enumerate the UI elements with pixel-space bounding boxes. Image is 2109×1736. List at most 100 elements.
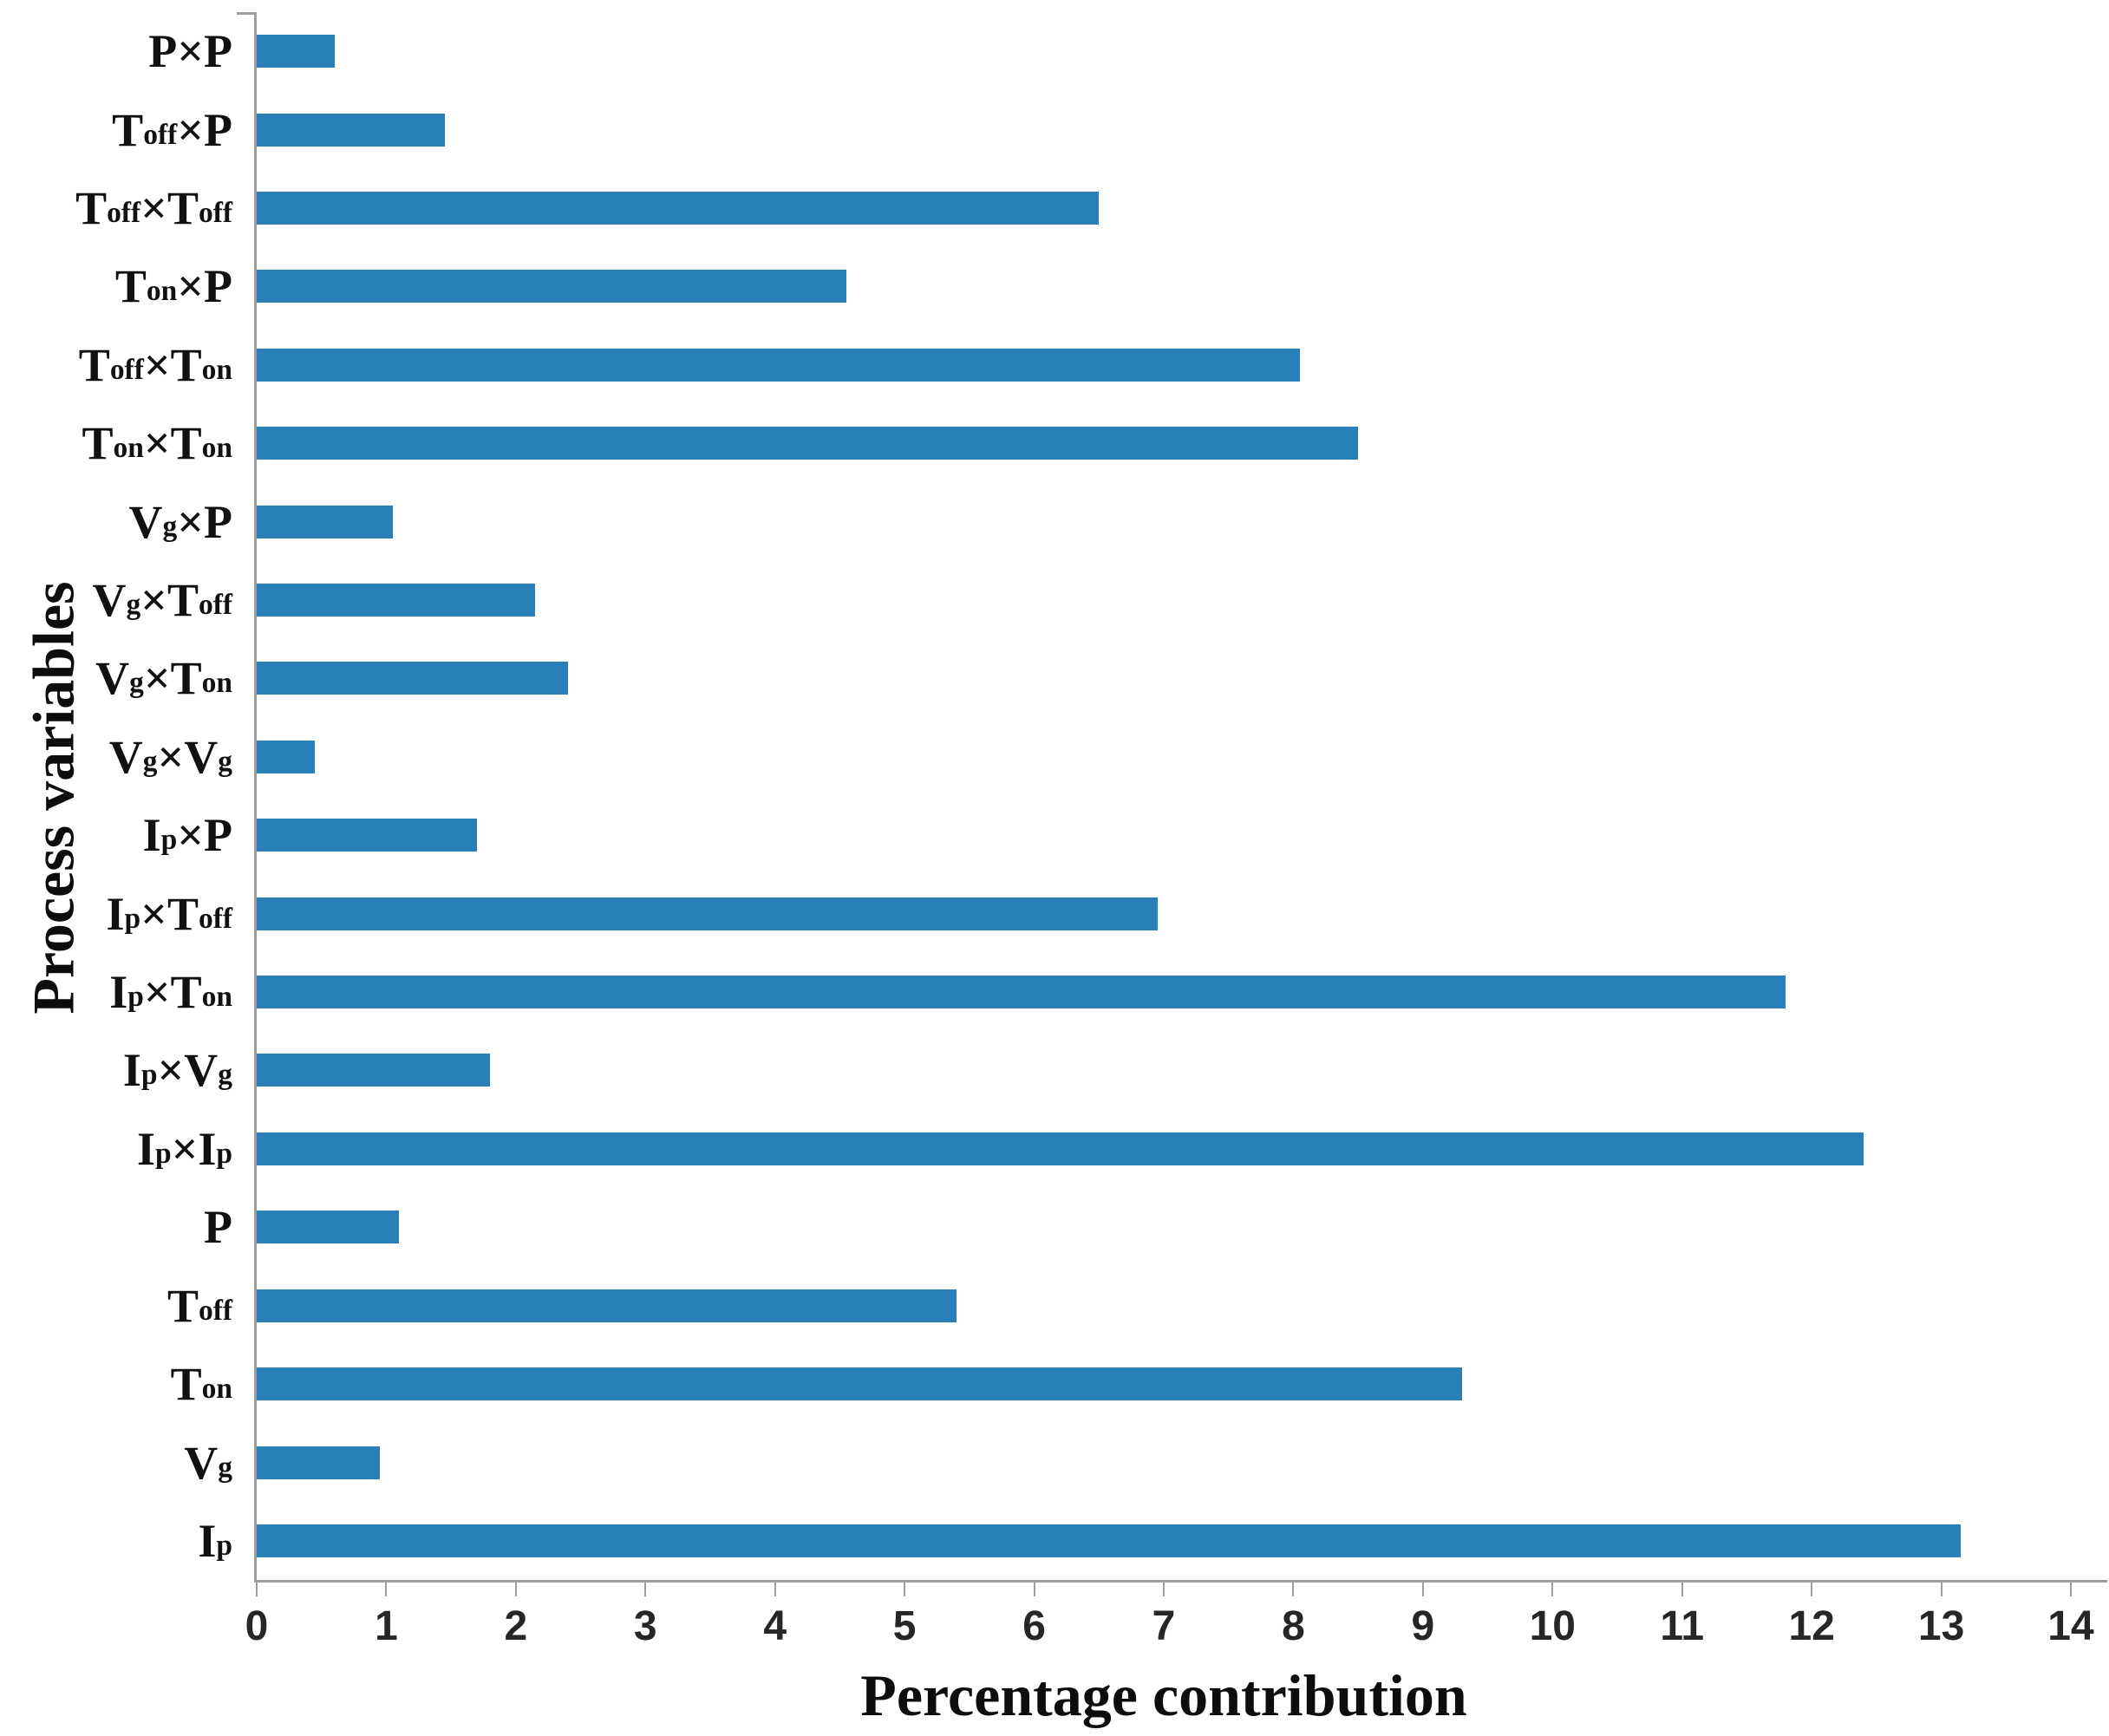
category-label-text: ×T	[140, 182, 199, 235]
chart-row	[257, 1502, 2071, 1580]
category-label-text: ×P	[177, 260, 232, 313]
x-tick-label: 4	[763, 1603, 787, 1649]
category-label-text: I	[106, 887, 125, 940]
category-label-text: V	[128, 495, 163, 548]
chart-row	[257, 247, 2071, 325]
chart-bar	[257, 35, 335, 69]
chart-bar	[257, 348, 1300, 382]
x-tick-label: 14	[2047, 1603, 2094, 1649]
y-axis-title: Process variables	[20, 581, 87, 1015]
category-label-text: T	[112, 103, 144, 156]
x-axis-tick-labels: 0 1 2 3 4 5 6 7 8 9 10 11 12 13 14	[245, 1603, 2094, 1658]
category-label-text: ×I	[171, 1122, 217, 1175]
chart-bar	[257, 897, 1158, 930]
chart-row	[257, 796, 2071, 874]
x-tick-label: 11	[1660, 1603, 1705, 1649]
x-tick-label: 2	[504, 1603, 528, 1649]
category-label-text: I	[142, 809, 161, 862]
chart-row	[257, 1267, 2071, 1345]
category-label-text: ×T	[140, 574, 199, 627]
y-axis-top-tick	[237, 12, 254, 15]
chart-row	[257, 639, 2071, 717]
chart-bar	[257, 584, 536, 617]
x-tick-label: 7	[1152, 1603, 1176, 1649]
x-tick-mark	[256, 1583, 258, 1596]
chart-bar	[257, 819, 478, 852]
x-tick-label: 12	[1788, 1603, 1835, 1649]
category-label-text: T	[166, 1279, 199, 1332]
chart-bar	[257, 1211, 400, 1244]
chart-row	[257, 1345, 2071, 1423]
category-label-text: ×T	[143, 417, 202, 470]
chart-bar	[257, 270, 846, 303]
x-axis-ticks	[256, 1583, 2072, 1598]
x-tick-mark	[1551, 1583, 1554, 1596]
category-label-text: T	[82, 417, 114, 470]
category-label-text: ×T	[140, 887, 199, 940]
chart-bar	[257, 1289, 957, 1322]
x-tick-mark	[1033, 1583, 1035, 1596]
x-tick-mark	[2070, 1583, 2072, 1596]
x-tick-label: 8	[1282, 1603, 1305, 1649]
chart-row	[257, 1031, 2071, 1109]
chart-row	[257, 169, 2071, 247]
x-tick-mark	[904, 1583, 906, 1596]
x-tick-mark	[385, 1583, 388, 1596]
x-tick-mark	[1940, 1583, 1942, 1596]
category-label-text: T	[114, 260, 147, 313]
category-label-text: I	[198, 1514, 217, 1567]
x-tick-mark	[1163, 1583, 1165, 1596]
x-tick-mark	[1811, 1583, 1813, 1596]
category-label-text: ×T	[143, 338, 202, 391]
x-tick-label: 0	[245, 1603, 269, 1649]
chart-bar	[257, 1524, 1961, 1557]
chart-row	[257, 718, 2071, 796]
plot-rows	[257, 12, 2071, 1580]
category-label-text: ×P	[177, 809, 232, 862]
category-label: P	[0, 1188, 245, 1266]
chart-bar	[257, 1446, 380, 1479]
chart-row	[257, 90, 2071, 168]
category-label-text: ×T	[143, 652, 202, 705]
chart-row	[257, 953, 2071, 1031]
chart-bar	[257, 976, 1786, 1009]
category-label-text: ×P	[177, 495, 232, 548]
chart-bar	[257, 192, 1100, 225]
category-label-text: ×V	[157, 1044, 219, 1097]
x-tick-mark	[644, 1583, 647, 1596]
chart-row	[257, 482, 2071, 560]
x-tick-mark	[1681, 1583, 1683, 1596]
chart-row	[257, 1110, 2071, 1188]
x-tick-label: 1	[375, 1603, 398, 1649]
chart-bar	[257, 740, 316, 773]
x-axis-title: Percentage contribution	[860, 1662, 1467, 1728]
category-label-text: T	[170, 1358, 202, 1411]
category-label: P×P	[0, 12, 245, 90]
chart-row	[257, 326, 2071, 404]
chart-bar	[257, 1054, 490, 1087]
chart-bar	[257, 1367, 1462, 1401]
chart-row	[257, 561, 2071, 639]
chart-bar	[257, 505, 393, 538]
category-label-text: I	[136, 1122, 155, 1175]
chart-row	[257, 404, 2071, 482]
chart-row	[257, 874, 2071, 952]
x-tick-label: 6	[1022, 1603, 1046, 1649]
category-label-text: V	[95, 652, 130, 705]
